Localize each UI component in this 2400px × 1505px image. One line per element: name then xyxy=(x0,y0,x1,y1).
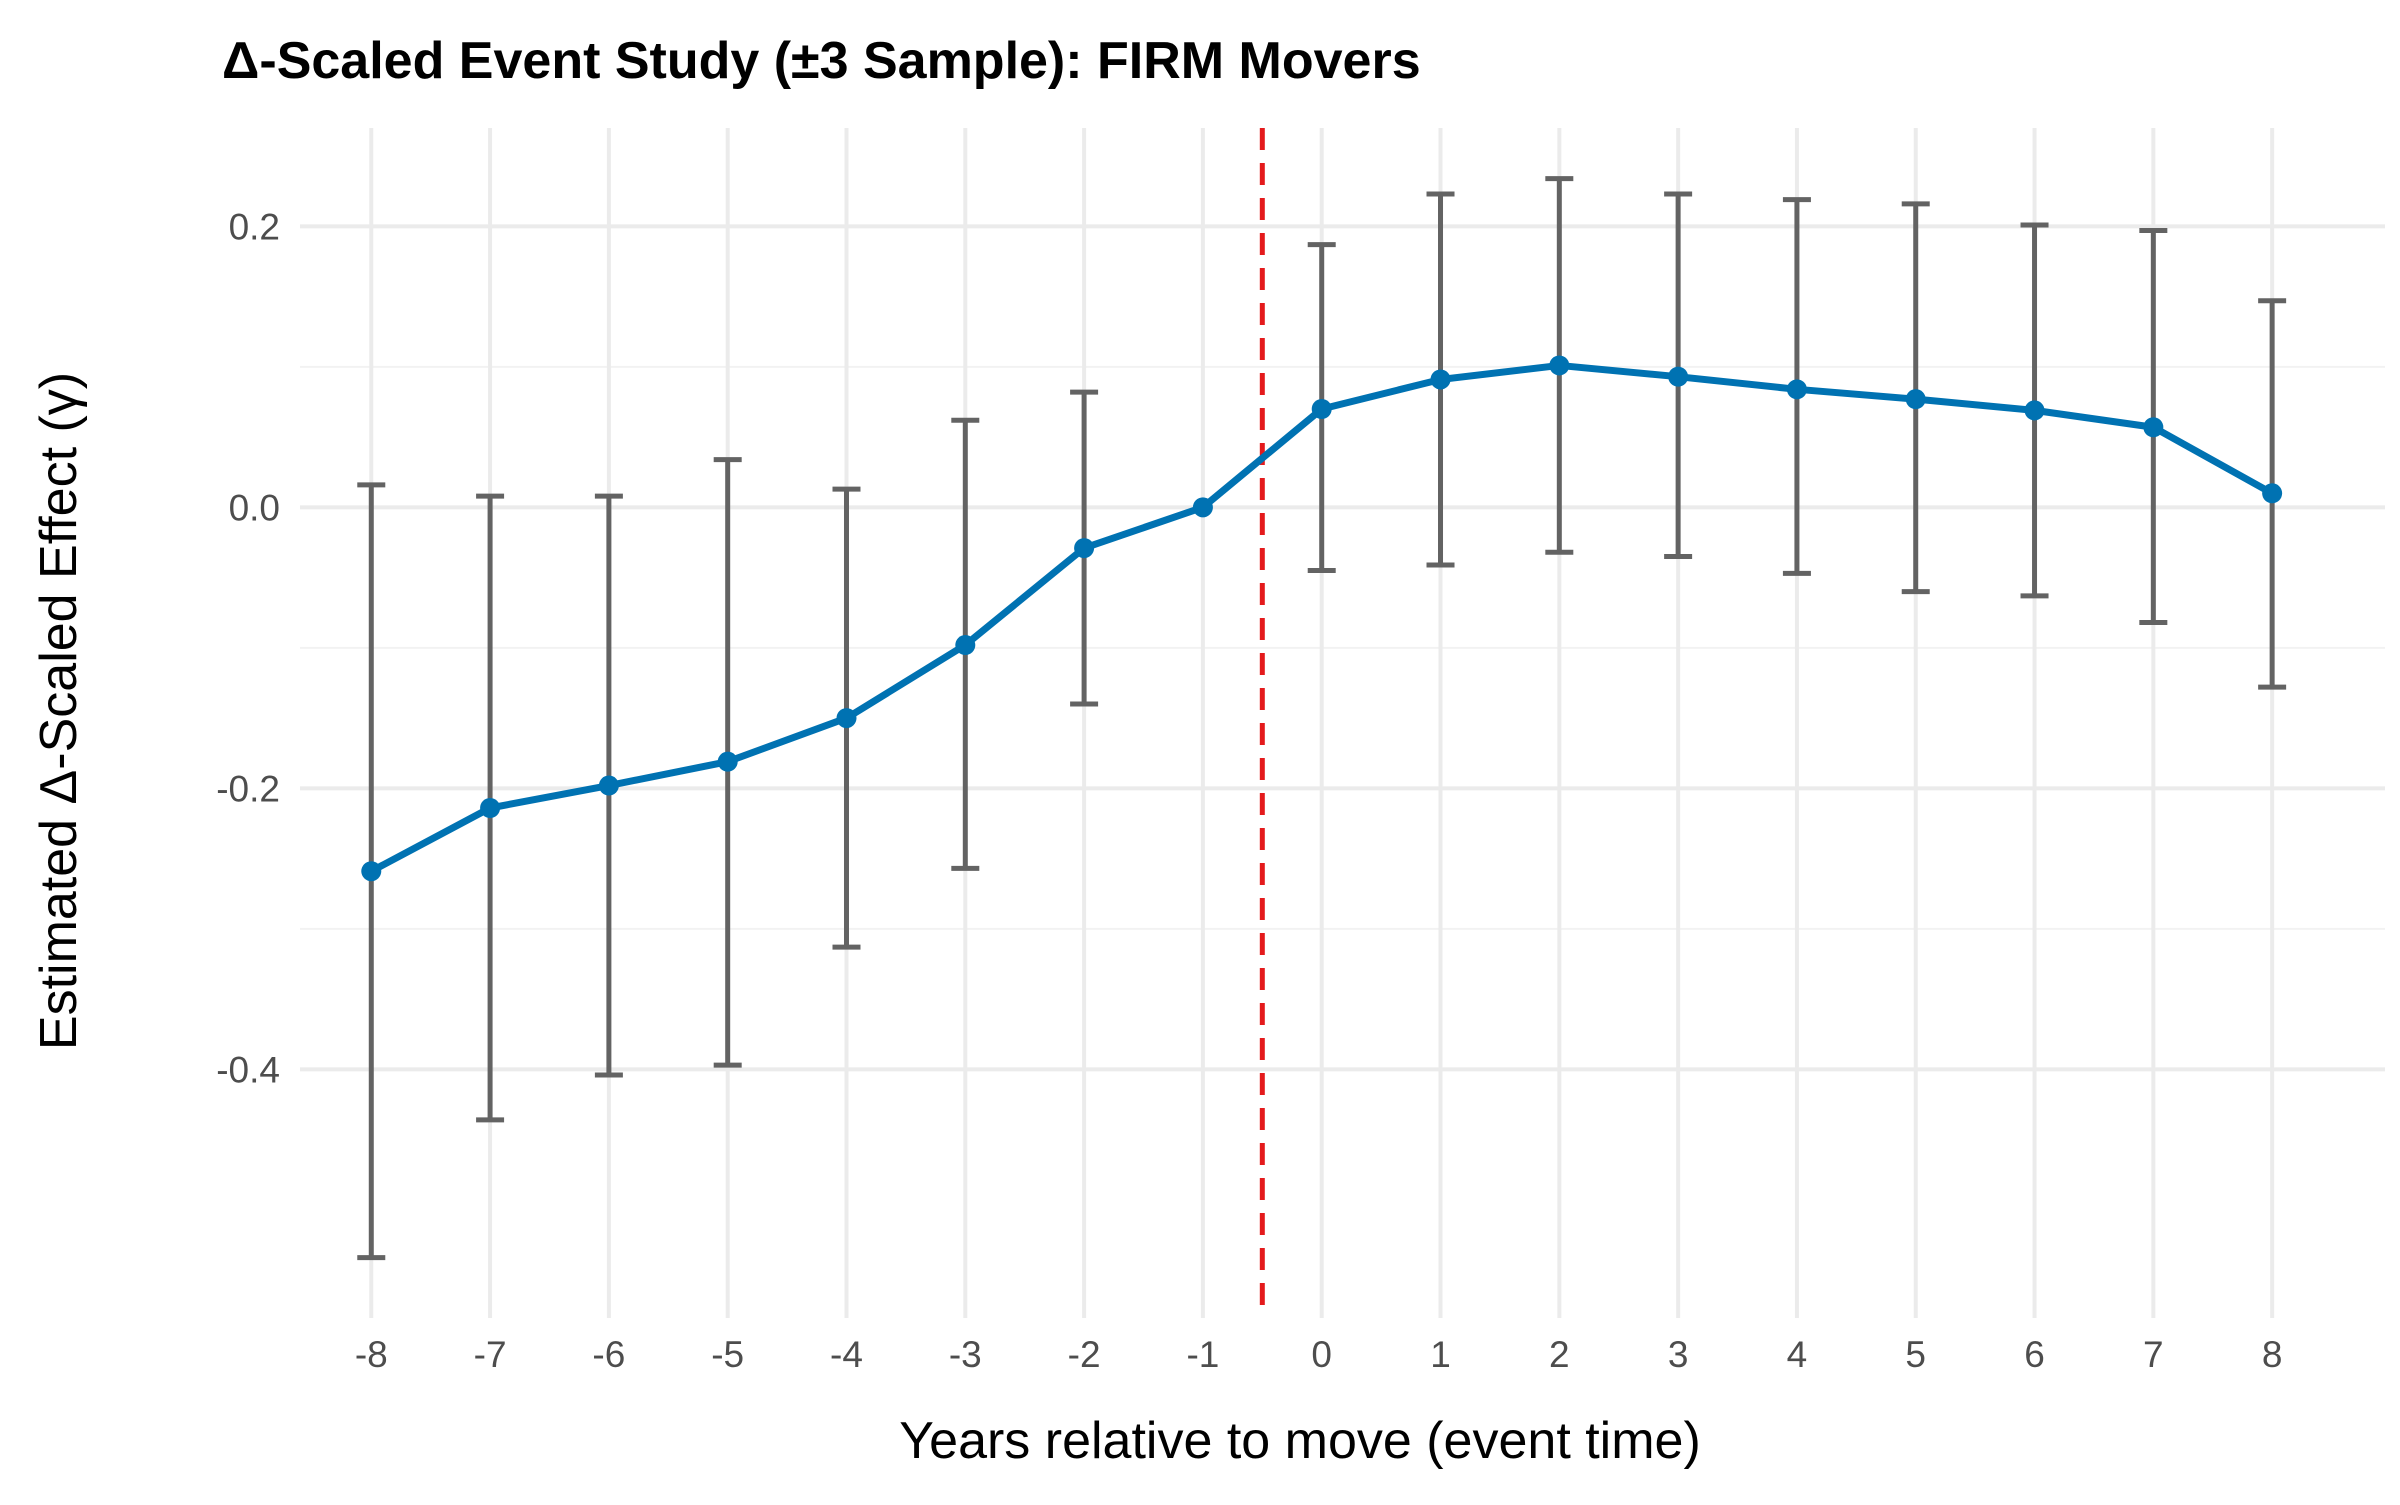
data-point xyxy=(598,775,619,796)
x-tick-label: -6 xyxy=(592,1334,625,1375)
tick-labels: -0.4 -0.2 0.0 0.2 -8 -7 -6 -5 -4 -3 -2 -1 0 1 2 3 4 5 6 7 8 xyxy=(216,206,2282,1375)
x-tick-label: -7 xyxy=(474,1334,507,1375)
data-points xyxy=(361,355,2283,882)
data-point xyxy=(1074,538,1095,559)
data-point xyxy=(1668,366,1689,387)
data-point xyxy=(2024,400,2045,421)
data-point xyxy=(1549,355,1570,376)
data-point xyxy=(1905,389,1926,410)
x-tick-label: -3 xyxy=(949,1334,982,1375)
y-tick-label: -0.2 xyxy=(216,768,280,809)
data-point xyxy=(1430,369,1451,390)
data-point xyxy=(955,635,976,656)
grid xyxy=(300,128,2385,1318)
y-axis-label: Estimated Δ-Scaled Effect (γ) xyxy=(30,372,88,1050)
data-point xyxy=(836,708,857,729)
y-tick-label: -0.4 xyxy=(216,1049,280,1090)
y-tick-label: 0.0 xyxy=(229,487,280,528)
x-tick-label: 4 xyxy=(1787,1334,1808,1375)
chart-title: Δ-Scaled Event Study (±3 Sample): FIRM M… xyxy=(222,32,1421,90)
x-tick-label: 2 xyxy=(1549,1334,1570,1375)
x-axis-label: Years relative to move (event time) xyxy=(899,1412,1701,1470)
data-point xyxy=(2262,483,2283,504)
data-point xyxy=(361,861,382,882)
x-tick-label: 1 xyxy=(1430,1334,1451,1375)
x-tick-label: 3 xyxy=(1668,1334,1689,1375)
x-tick-label: -4 xyxy=(830,1334,863,1375)
x-tick-label: 0 xyxy=(1311,1334,1332,1375)
x-tick-label: 8 xyxy=(2262,1334,2283,1375)
data-point xyxy=(717,751,738,772)
x-tick-label: -2 xyxy=(1068,1334,1101,1375)
x-tick-label: 7 xyxy=(2143,1334,2164,1375)
x-tick-label: -8 xyxy=(355,1334,388,1375)
y-tick-label: 0.2 xyxy=(229,206,280,247)
data-point xyxy=(1786,379,1807,400)
x-tick-label: -1 xyxy=(1186,1334,1219,1375)
data-point xyxy=(1192,497,1213,518)
x-tick-label: 6 xyxy=(2024,1334,2045,1375)
x-tick-label: 5 xyxy=(1905,1334,1926,1375)
x-tick-label: -5 xyxy=(711,1334,744,1375)
data-point xyxy=(2143,417,2164,438)
data-point xyxy=(480,798,501,818)
data-point xyxy=(1311,398,1332,419)
